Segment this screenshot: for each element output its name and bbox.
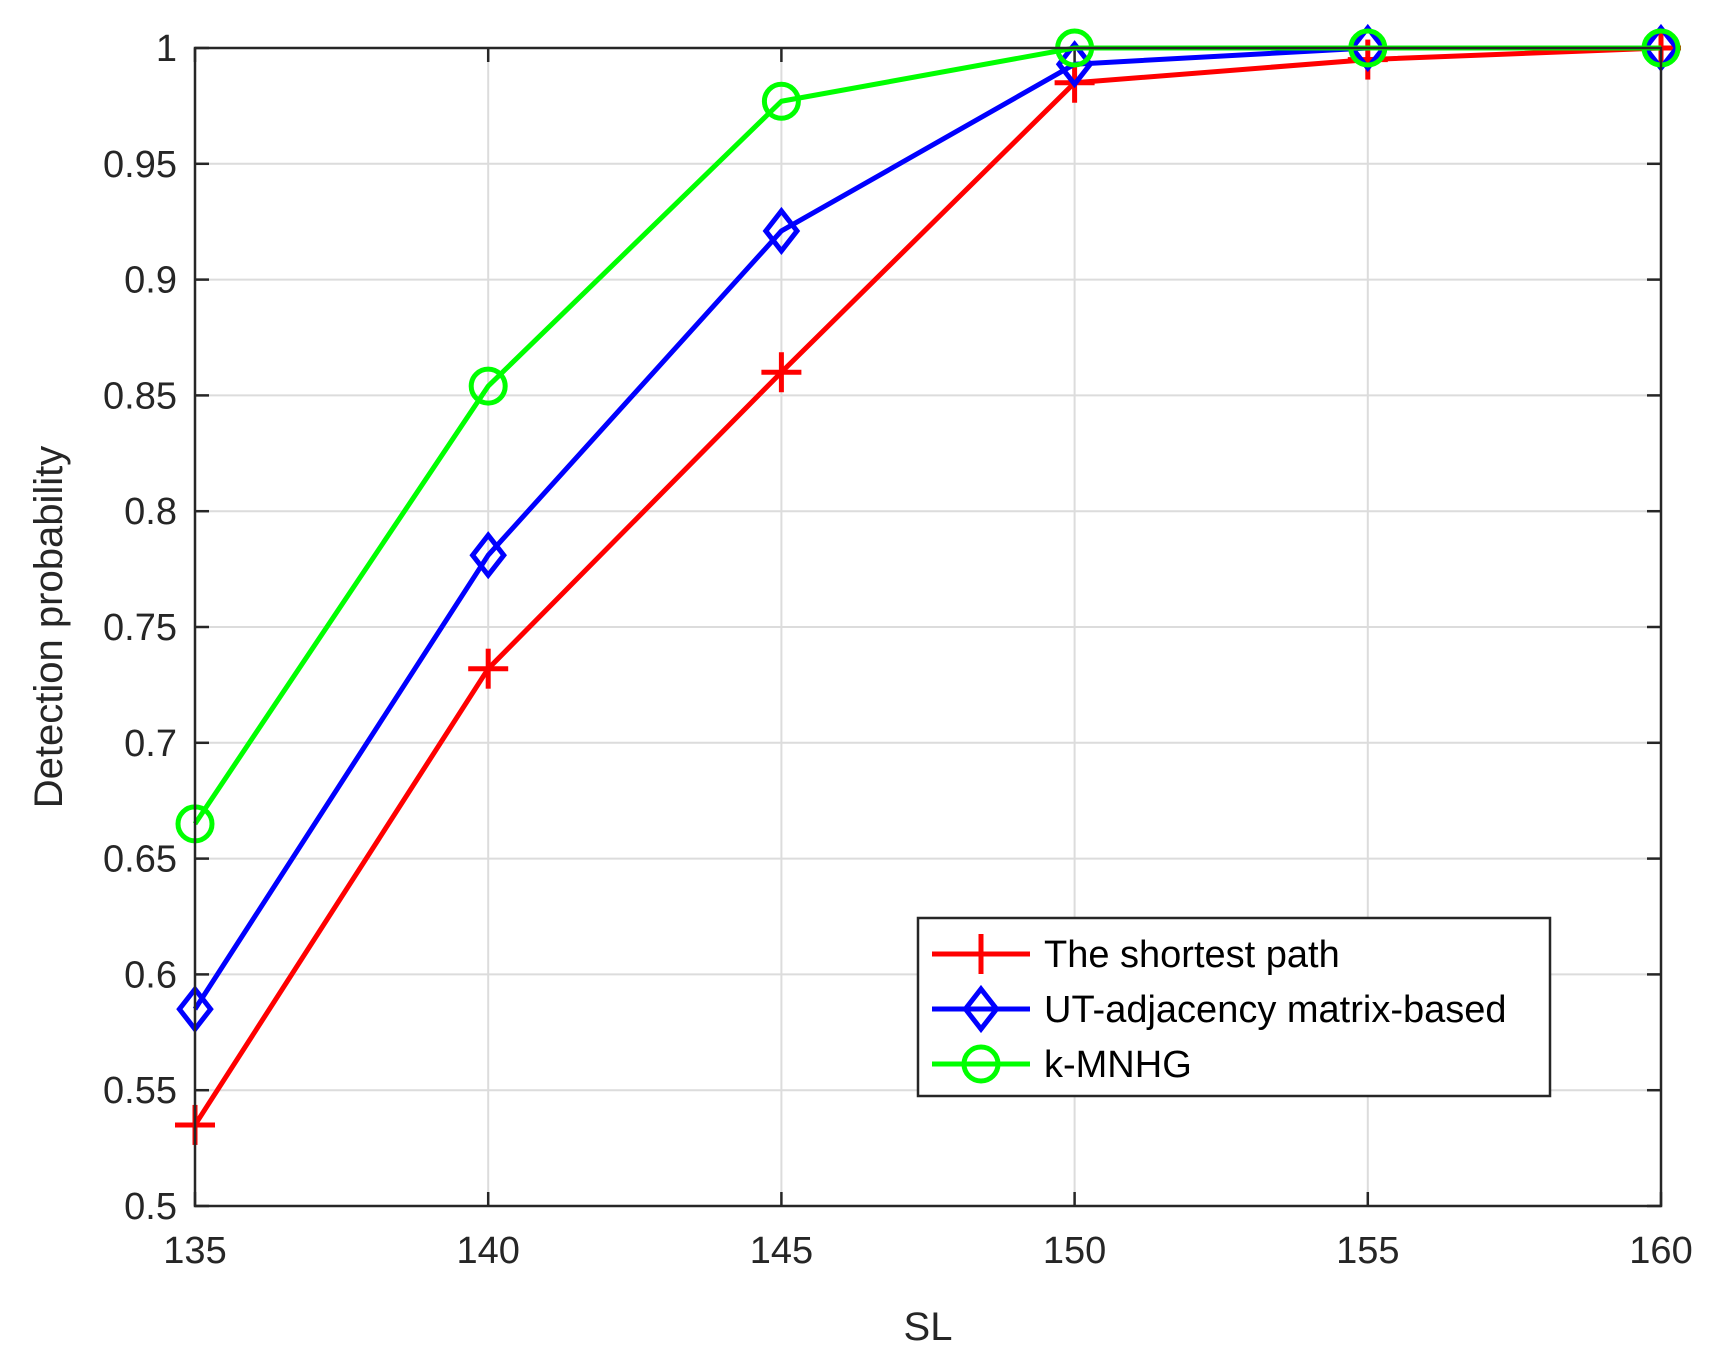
plot-frame <box>193 46 1663 1208</box>
data-point-circle <box>761 81 801 121</box>
data-point-circle <box>468 366 508 406</box>
y-axis-ticks: 0.5 0.55 0.6 0.65 0.7 0.75 0.8 0.85 0.9 0.95 1 <box>103 28 1661 1228</box>
data-point-diamond <box>762 206 801 256</box>
legend-label: The shortest path <box>1044 934 1340 976</box>
legend: The shortest path UT-adjacency matrix-bas… <box>916 916 1552 1098</box>
y-tick-label: 0.85 <box>103 375 177 417</box>
data-point-diamond <box>469 531 507 580</box>
legend-label: UT-adjacency matrix-based <box>1044 989 1507 1031</box>
legend-item: UT-adjacency matrix-based <box>932 984 1507 1034</box>
y-tick-label: 0.95 <box>103 144 177 186</box>
x-tick-label: 160 <box>1629 1230 1692 1272</box>
y-tick-label: 0.5 <box>124 1186 177 1228</box>
data-point-plus <box>761 352 802 393</box>
x-axis-ticks: 135 140 145 150 155 160 <box>163 48 1693 1272</box>
x-axis-label: SL <box>904 1305 953 1349</box>
x-tick-label: 145 <box>750 1230 813 1272</box>
x-tick-label: 150 <box>1043 1230 1106 1272</box>
legend-label: k-MNHG <box>1044 1044 1192 1086</box>
legend-item: k-MNHG <box>932 1044 1192 1086</box>
y-tick-label: 0.9 <box>124 260 177 302</box>
y-tick-label: 1 <box>156 28 177 70</box>
x-tick-label: 140 <box>456 1230 519 1272</box>
data-point-plus <box>468 648 509 689</box>
data-point-diamond <box>1055 40 1094 89</box>
y-tick-label: 0.65 <box>103 839 177 881</box>
y-axis-label: Detection probability <box>27 446 71 808</box>
data-point-circle <box>961 1044 1001 1084</box>
x-tick-label: 135 <box>163 1230 226 1272</box>
data-point-diamond <box>962 984 1000 1034</box>
y-tick-label: 0.55 <box>103 1070 177 1112</box>
y-tick-label: 0.75 <box>103 607 177 649</box>
data-point-diamond <box>1349 23 1387 73</box>
y-tick-label: 0.6 <box>124 954 177 996</box>
series-line <box>192 45 1662 1127</box>
data-point-plus <box>961 934 1001 974</box>
y-tick-label: 0.8 <box>124 491 177 533</box>
y-tick-label: 0.7 <box>124 723 177 765</box>
legend-item: The shortest path <box>932 934 1340 976</box>
x-tick-label: 155 <box>1336 1230 1399 1272</box>
